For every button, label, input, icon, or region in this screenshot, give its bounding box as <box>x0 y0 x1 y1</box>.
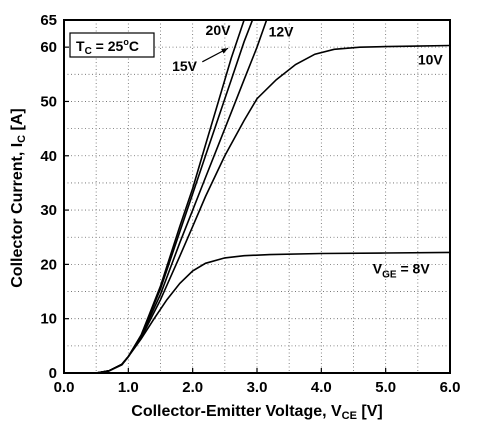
grid <box>64 20 450 373</box>
series-label-10v: 10V <box>418 52 444 68</box>
y-tick-label: 65 <box>40 12 57 29</box>
y-axis-title: Collector Current, IC [A] <box>9 108 28 288</box>
x-tick-label: 1.0 <box>118 379 139 396</box>
series-line-15v <box>64 20 254 373</box>
series-labels: 20V 15V 12V 10V VGE = 8V <box>172 22 443 280</box>
x-axis-title: Collector-Emitter Voltage, VCE [V] <box>131 403 382 421</box>
series-label-15v: 15V <box>172 58 198 74</box>
x-tick-label: 4.0 <box>311 379 332 396</box>
x-tick-label: 0.0 <box>54 379 75 396</box>
y-tick-label: 30 <box>40 202 57 219</box>
x-tick-label: 5.0 <box>375 379 396 396</box>
x-tick-label: 6.0 <box>440 379 461 396</box>
y-tick-label: 20 <box>40 256 57 273</box>
condition-label: TC = 25oC <box>76 37 139 57</box>
series-label-20v: 20V <box>206 22 232 38</box>
series-line-8v <box>64 251 450 373</box>
y-tick-label: 0 <box>49 365 57 382</box>
series-label-8v: VGE = 8V <box>373 261 431 281</box>
plot-frame <box>63 19 451 374</box>
y-ticks: 0 10 20 30 40 50 60 65 <box>40 12 69 382</box>
x-tick-label: 3.0 <box>247 379 268 396</box>
y-tick-label: 40 <box>40 148 57 165</box>
x-tick-label: 2.0 <box>182 379 203 396</box>
series-line-12v <box>64 20 268 373</box>
series-label-12v: 12V <box>269 23 295 39</box>
condition-box: TC = 25oC <box>69 32 155 58</box>
curves <box>64 20 450 373</box>
y-tick-label: 10 <box>40 311 57 328</box>
x-ticks: 0.0 1.0 2.0 3.0 4.0 5.0 6.0 <box>54 368 461 396</box>
y-tick-label: 50 <box>40 93 57 110</box>
label-arrow-head <box>221 48 229 54</box>
y-tick-label: 60 <box>40 39 57 56</box>
